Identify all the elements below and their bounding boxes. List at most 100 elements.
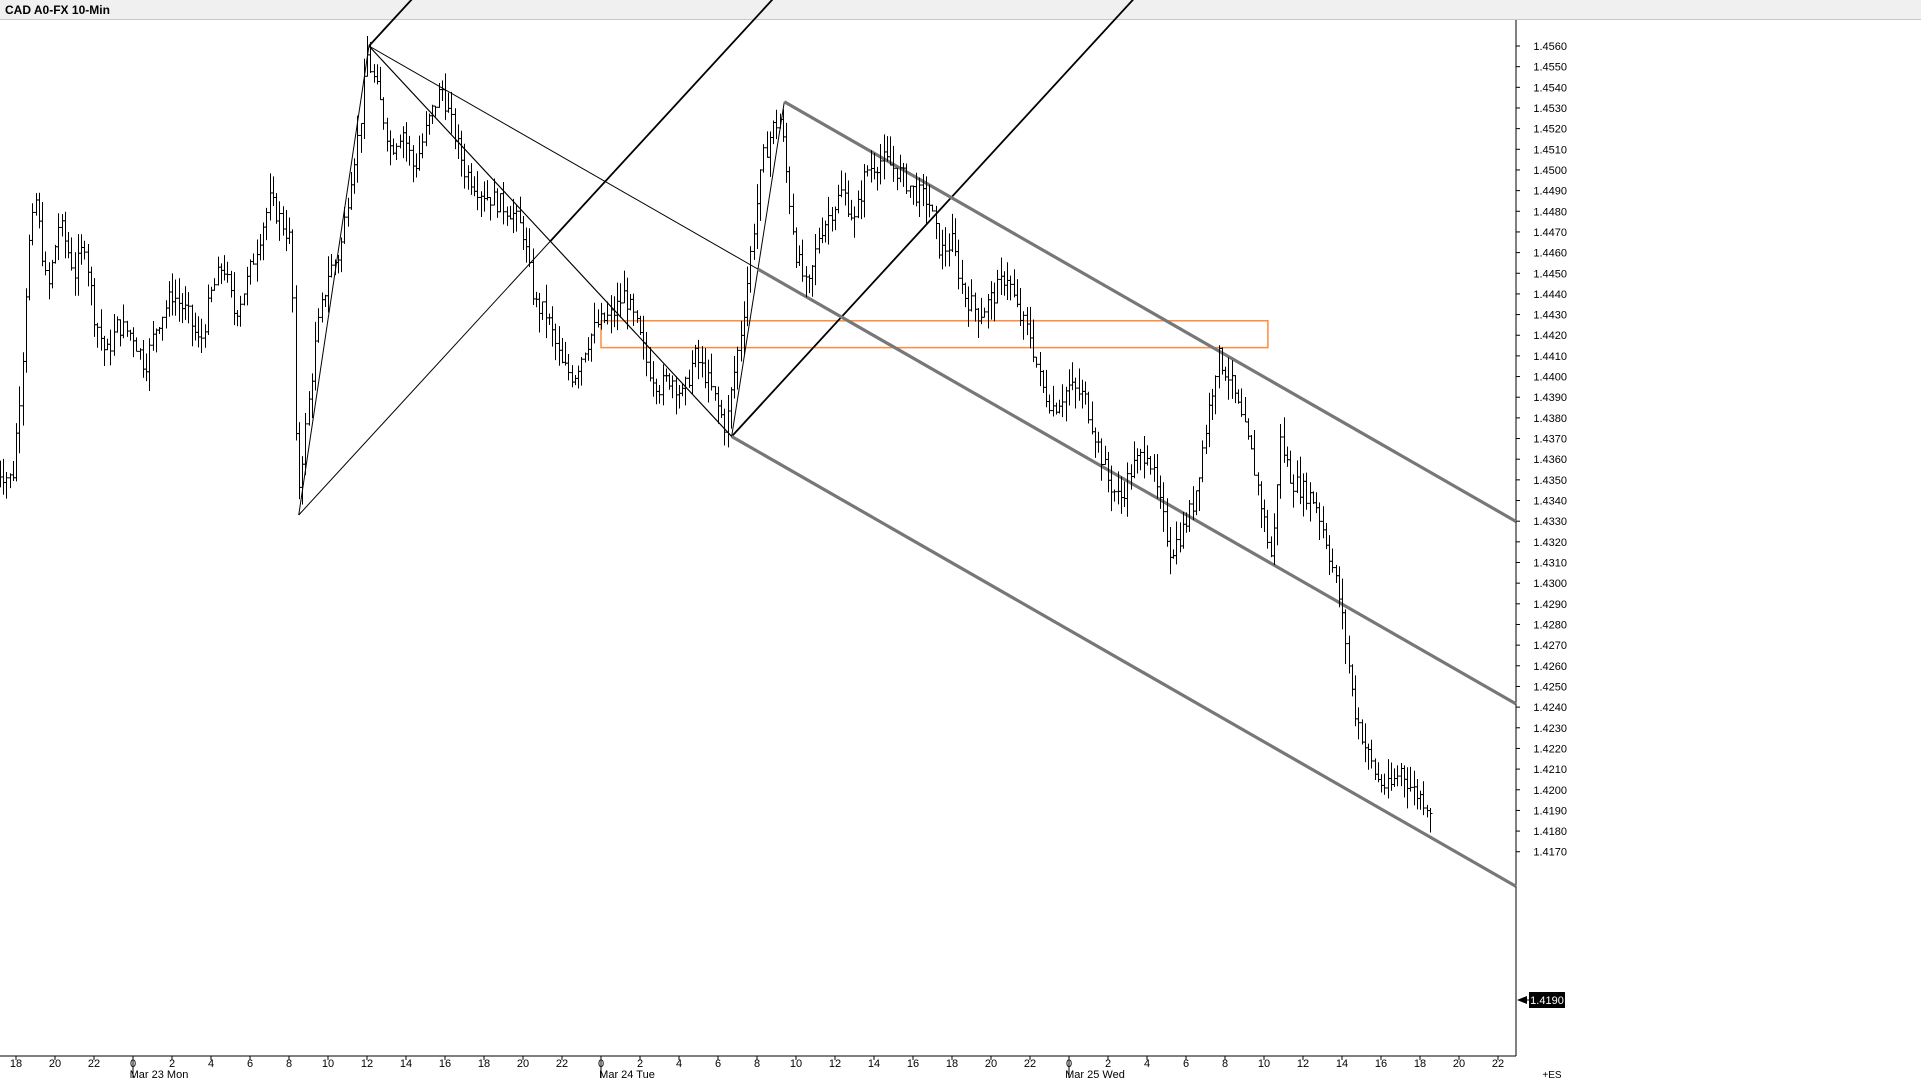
- ohlc-bar: [1428, 807, 1433, 833]
- ohlc-bar: [394, 143, 399, 160]
- ohlc-bar: [748, 246, 753, 293]
- ohlc-bar: [901, 162, 906, 187]
- ohlc-bar: [1093, 427, 1098, 458]
- ohlc-bar: [420, 133, 425, 159]
- ohlc-bar: [1252, 429, 1257, 476]
- ohlc-bar: [1421, 781, 1426, 816]
- ohlc-bar: [147, 338, 152, 392]
- ohlc-bar: [1412, 770, 1417, 806]
- ohlc-bar: [1389, 762, 1394, 791]
- ohlc-bar: [739, 320, 744, 362]
- chart-title: CAD A0-FX 10-Min: [5, 3, 110, 17]
- ohlc-bar: [186, 292, 191, 324]
- ohlc-bar: [177, 278, 182, 322]
- ohlc-bar: [141, 340, 146, 378]
- ohlc-bar: [553, 323, 558, 361]
- time-axis[interactable]: 1820220246810121416182022024681012141618…: [10, 1056, 1504, 1081]
- ohlc-bar: [1327, 535, 1332, 575]
- ohlc-bar: [229, 270, 234, 298]
- ohlc-bar: [667, 373, 672, 390]
- ohlc-bar: [82, 240, 87, 260]
- pitchfork-2-parallel-line: [730, 435, 1517, 888]
- ohlc-bar: [196, 316, 201, 348]
- ohlc-bar: [878, 144, 883, 185]
- ohlc-bar: [56, 213, 61, 261]
- x-tick-label: 12: [361, 1058, 373, 1070]
- ohlc-bar: [836, 184, 841, 214]
- y-tick-label: 1.4340: [1533, 496, 1567, 508]
- x-tick-label: 16: [1375, 1058, 1387, 1070]
- ohlc-bar: [349, 172, 354, 210]
- ohlc-bar: [1405, 767, 1410, 809]
- pitchfork-2-pivot-line: [368, 45, 759, 270]
- ohlc-bar: [1343, 609, 1348, 665]
- y-tick-label: 1.4550: [1533, 62, 1567, 74]
- ohlc-bar: [1119, 476, 1124, 514]
- ohlc-bar: [346, 197, 351, 227]
- ohlc-bar: [1178, 522, 1183, 553]
- ohlc-bar: [329, 253, 334, 278]
- x-tick-label: 4: [676, 1058, 682, 1070]
- ohlc-bar: [1171, 549, 1176, 559]
- y-tick-label: 1.4520: [1533, 124, 1567, 136]
- ohlc-bar: [359, 122, 364, 153]
- x-tick-label: 18: [1414, 1058, 1426, 1070]
- y-tick-label: 1.4510: [1533, 144, 1567, 156]
- ohlc-bar: [810, 264, 815, 297]
- ohlc-bar: [631, 293, 636, 326]
- y-tick-label: 1.4350: [1533, 475, 1567, 487]
- ohlc-bar: [791, 193, 796, 235]
- ohlc-bar: [1005, 262, 1010, 300]
- ohlc-bar: [453, 108, 458, 150]
- ohlc-bar: [1051, 385, 1056, 417]
- ohlc-bar: [469, 163, 474, 195]
- ohlc-bar: [40, 202, 45, 267]
- ohlc-bar: [404, 122, 409, 162]
- x-tick-label: 22: [1024, 1058, 1036, 1070]
- ohlc-bar: [521, 216, 526, 251]
- ohlc-bar: [1155, 454, 1160, 499]
- y-tick-label: 1.4440: [1533, 289, 1567, 301]
- ohlc-bar: [495, 188, 500, 218]
- ohlc-bar: [1415, 779, 1420, 810]
- x-tick-label: 12: [1297, 1058, 1309, 1070]
- ohlc-bar: [599, 302, 604, 330]
- ohlc-bar: [784, 122, 789, 183]
- ohlc-bar: [1334, 564, 1339, 583]
- y-tick-label: 1.4490: [1533, 186, 1567, 198]
- ohlc-bar: [216, 256, 221, 286]
- ohlc-bar: [787, 166, 792, 215]
- y-tick-label: 1.4430: [1533, 310, 1567, 322]
- ohlc-bar: [605, 301, 610, 325]
- price-axis[interactable]: 1.4170 1.4180 1.4190 1.4200 1.4210 1.4220 1.42…: [1516, 41, 1567, 859]
- x-tick-label: 8: [754, 1058, 760, 1070]
- ohlc-bar: [1356, 707, 1361, 740]
- ohlc-bar: [563, 341, 568, 366]
- pitchfork-lines: [298, 0, 1517, 888]
- ohlc-bar: [752, 223, 757, 260]
- x-tick-label: 14: [400, 1058, 412, 1070]
- ohlc-bar: [277, 201, 282, 241]
- ohlc-bar: [1008, 275, 1013, 301]
- y-tick-label: 1.4560: [1533, 41, 1567, 53]
- ohlc-bar: [427, 113, 432, 135]
- ohlc-bar: [911, 185, 916, 205]
- y-tick-label: 1.4260: [1533, 661, 1567, 673]
- ohlc-bar: [274, 193, 279, 224]
- y-tick-label: 1.4370: [1533, 434, 1567, 446]
- ohlc-bar: [732, 355, 737, 399]
- ohlc-bar: [1191, 486, 1196, 521]
- ohlc-bar: [1031, 319, 1036, 363]
- ohlc-bar: [895, 167, 900, 191]
- ohlc-bar: [1207, 392, 1212, 448]
- ohlc-bar: [1064, 386, 1069, 422]
- y-tick-label: 1.4280: [1533, 619, 1567, 631]
- ohlc-bar: [1, 458, 6, 495]
- ohlc-bar: [50, 259, 55, 289]
- y-tick-label: 1.4540: [1533, 82, 1567, 94]
- x-tick-label: 18: [946, 1058, 958, 1070]
- ohlc-bar: [232, 272, 237, 326]
- y-tick-label: 1.4450: [1533, 268, 1567, 280]
- x-tick-label: 8: [286, 1058, 292, 1070]
